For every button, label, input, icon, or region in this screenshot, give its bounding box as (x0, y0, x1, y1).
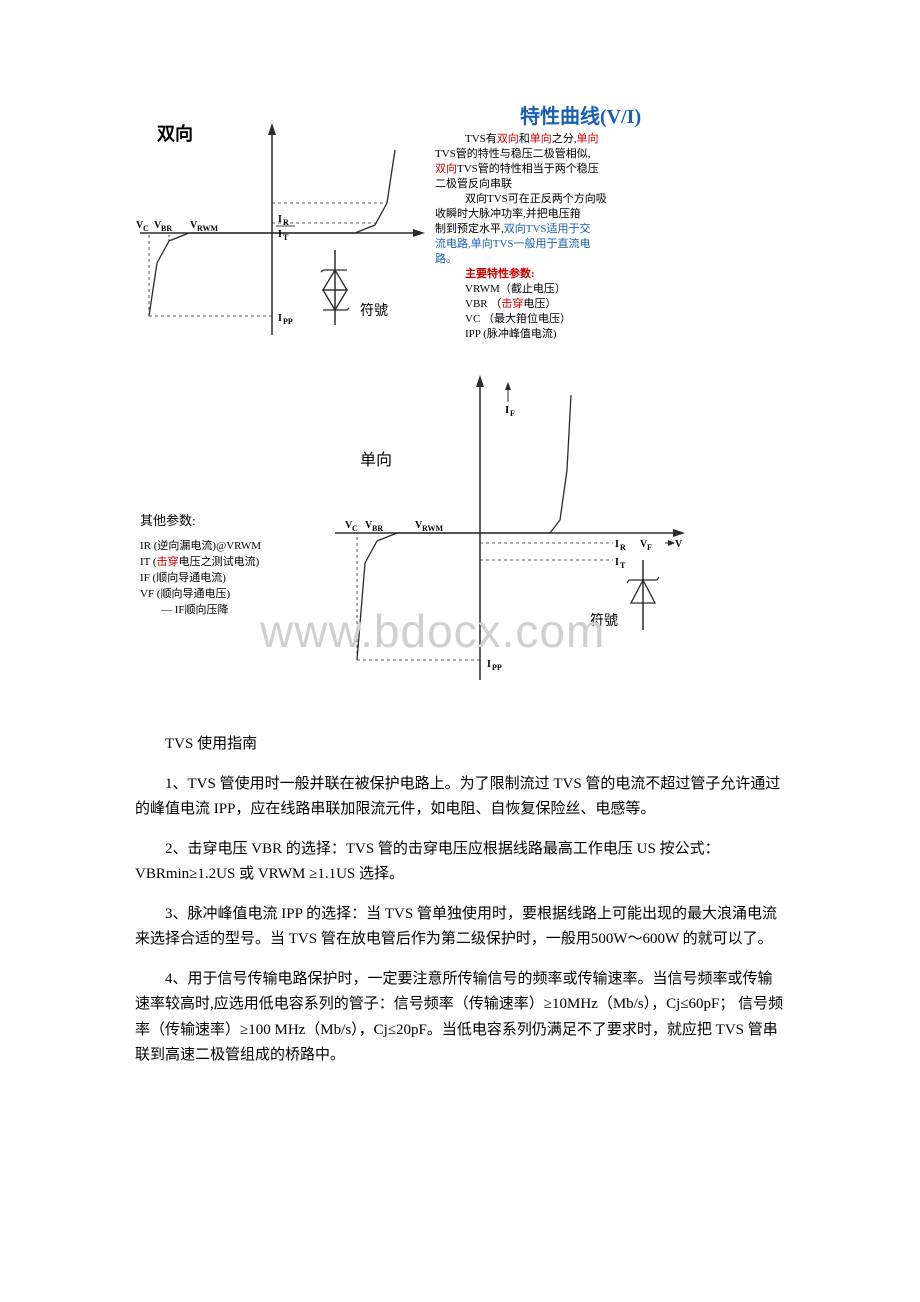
paragraph-1: 1、TVS 管使用时一般并联在被保护电路上。为了限制流过 TVS 管的电流不超过… (135, 772, 785, 823)
svg-text:IPP (脉冲峰值电流): IPP (脉冲峰值电流) (465, 326, 557, 340)
svg-text:F: F (647, 543, 652, 552)
svg-text:双向TVS可在正反两个方向吸: 双向TVS可在正反两个方向吸 (465, 191, 607, 205)
svg-text:C: C (143, 224, 149, 233)
other-params-list: IR (逆向漏电流)@VRWM IT (击穿电压之测试电流) IF (顺向导通电… (140, 538, 261, 616)
svg-text:VRWM（截止电压）: VRWM（截止电压） (465, 281, 566, 295)
svg-text:流电路,单向TVS一般用于直流电: 流电路,单向TVS一般用于直流电 (435, 236, 591, 250)
svg-text:T: T (620, 561, 626, 570)
svg-text:RWM: RWM (422, 524, 443, 533)
svg-text:二极管反向串联: 二极管反向串联 (435, 176, 512, 190)
svg-text:TVS有双向和单向之分,单向: TVS有双向和单向之分,单向 (465, 131, 599, 145)
svg-text:I: I (278, 313, 282, 324)
svg-text:— IF顺向压降: — IF顺向压降 (160, 602, 229, 616)
watermark: www.bdocx.com (260, 604, 605, 658)
paragraph-4: 4、用于信号传输电路保护时，一定要注意所传输信号的频率或传输速率。当信号频率或传… (135, 967, 785, 1069)
svg-text:IF (顺向导通电流): IF (顺向导通电流) (140, 570, 226, 584)
svg-text:F: F (510, 409, 515, 418)
svg-text:PP: PP (283, 317, 293, 326)
other-params-label: 其他参数: (140, 513, 196, 528)
svg-text:符號: 符號 (360, 303, 388, 319)
svg-text:IT (击穿电压之测试电流): IT (击穿电压之测试电流) (140, 554, 260, 568)
description-text: TVS有双向和单向之分,单向 TVS管的特性与稳压二极管相似, 双向TVS管的特… (435, 131, 607, 340)
svg-text:T: T (283, 233, 289, 242)
svg-text:I: I (505, 404, 509, 416)
svg-text:制到预定水平,双向TVS适用于交: 制到预定水平,双向TVS适用于交 (435, 221, 591, 235)
svg-text:收瞬时大脉冲功率,并把电压箝: 收瞬时大脉冲功率,并把电压箝 (435, 206, 581, 220)
svg-text:IR (逆向漏电流)@VRWM: IR (逆向漏电流)@VRWM (140, 538, 261, 552)
svg-text:VC （最大箝位电压）: VC （最大箝位电压） (465, 311, 571, 325)
svg-text:VBR （击穿电压）: VBR （击穿电压） (465, 296, 556, 310)
paragraph-2: 2、击穿电压 VBR 的选择：TVS 管的击穿电压应根据线路最高工作电压 US … (135, 837, 785, 888)
svg-text:双向TVS管的特性相当于两个稳压: 双向TVS管的特性相当于两个稳压 (435, 161, 599, 175)
chart-title: 特性曲线(V/I) (520, 104, 641, 128)
svg-text:VF (顺向导通电压): VF (顺向导通电压) (140, 586, 230, 600)
svg-text:BR: BR (372, 524, 383, 533)
guide-title: TVS 使用指南 (135, 732, 785, 758)
svg-text:RWM: RWM (197, 224, 218, 233)
paragraph-3: 3、脉冲峰值电流 IPP 的选择：当 TVS 管单独使用时，要根据线路上可能出现… (135, 902, 785, 953)
body-text: TVS 使用指南 1、TVS 管使用时一般并联在被保护电路上。为了限制流过 TV… (135, 732, 785, 1083)
svg-text:TVS管的特性与稳压二极管相似,: TVS管的特性与稳压二极管相似, (435, 146, 591, 160)
unidir-label: 单向 (360, 451, 392, 469)
svg-text:I: I (487, 659, 491, 670)
svg-text:I: I (278, 229, 282, 240)
bidir-tvs-symbol (321, 250, 349, 325)
svg-text:主要特性参数:: 主要特性参数: (465, 266, 535, 280)
svg-text:I: I (615, 557, 619, 568)
svg-text:BR: BR (161, 224, 172, 233)
svg-text:PP: PP (492, 663, 502, 672)
svg-text:C: C (352, 524, 358, 533)
unidir-tvs-symbol (627, 560, 659, 630)
svg-text:路。: 路。 (435, 252, 457, 265)
svg-text:R: R (620, 543, 626, 552)
bidir-label: 双向 (157, 123, 193, 144)
svg-text:I: I (615, 539, 619, 550)
svg-text:I: I (278, 214, 282, 225)
svg-text:V: V (675, 539, 683, 550)
